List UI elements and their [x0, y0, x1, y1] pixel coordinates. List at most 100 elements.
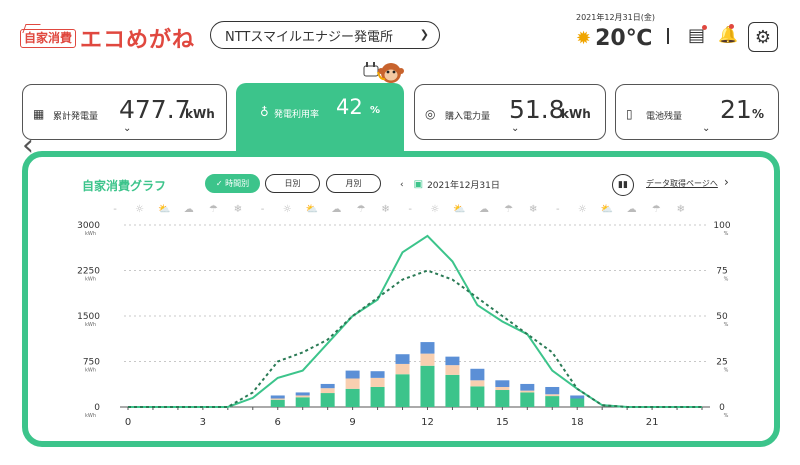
y-right-tick-label: 0: [719, 403, 725, 413]
chevron-left-icon[interactable]: ‹: [22, 128, 34, 163]
bar-segment: [320, 393, 335, 407]
dash-icon: -: [408, 204, 412, 215]
tab-monthly[interactable]: 月別: [326, 174, 381, 193]
dash-icon: -: [555, 204, 560, 215]
y-left-tick-label: 1500: [77, 312, 100, 322]
bar-segment: [570, 398, 585, 407]
y-right-unit: %: [724, 368, 729, 374]
bar-segment: [270, 395, 285, 399]
y-left-tick-label: 2250: [77, 267, 100, 277]
y-left-tick-label: 3000: [77, 221, 100, 231]
bar-segment: [370, 377, 385, 387]
bell-icon[interactable]: 🔔: [718, 25, 738, 44]
card-purchase[interactable]: ◎ 購入電力量 51.8 kWh ⌄: [414, 84, 606, 140]
y-right-tick-label: 100: [713, 221, 730, 231]
card-battery[interactable]: ▯ 電池残量 21 % ⌄: [615, 84, 779, 140]
bar-segment: [545, 394, 560, 397]
sun-icon: ☼: [135, 204, 145, 215]
card-battery-unit: %: [752, 107, 765, 121]
bar-segment: [345, 388, 360, 407]
snow-icon: ❄: [233, 204, 243, 215]
card-battery-value: 21: [720, 95, 752, 124]
partly-cloudy-icon: ⛅: [600, 204, 614, 215]
calendar-icon[interactable]: ▣: [413, 179, 424, 190]
sun-icon: ☼: [282, 204, 292, 215]
mascot-illustration: [363, 62, 404, 83]
y-right-tick-label: 75: [716, 267, 727, 277]
y-left-unit: kWh: [85, 413, 96, 419]
tab-daily[interactable]: 日別: [265, 174, 320, 193]
cloud-icon: ☁: [331, 204, 342, 215]
tab-hourly[interactable]: ✓ 時間別: [205, 174, 260, 193]
cloud-icon: ☁: [183, 204, 194, 215]
notification-dot: [729, 24, 734, 29]
data-page-link[interactable]: データ取得ページへ: [646, 179, 718, 188]
card-battery-label: 電池残量: [646, 112, 683, 122]
weather-forecast-row: - ☼ ⛅ ☁ ☂ ❄ - ☼ ⛅ ☁ ☂ ❄ - ☼ ⛅ ☁ ☂ ❄ - ☼ ⛅ ☁ ☂ ❄: [108, 204, 698, 218]
settings-button[interactable]: ⚙: [748, 22, 778, 52]
sun-icon: ☼: [430, 204, 440, 215]
bar-segment: [520, 383, 535, 391]
chart-panel: 自家消費グラフ ✓ 時間別 日別 月別 ‹ ▣ 2021年12月31日 ▮▮ デ…: [22, 151, 780, 447]
sun-icon: ☼: [577, 204, 587, 215]
bar-segment: [495, 390, 510, 407]
bar-segment: [270, 399, 285, 407]
snow-icon: ❄: [381, 204, 390, 215]
bar-segment: [320, 383, 335, 389]
card-generation-value: 477.7: [119, 95, 191, 124]
y-left-unit: kWh: [85, 231, 96, 237]
x-tick-label: 0: [125, 417, 131, 428]
bar-segment: [295, 397, 310, 407]
line-series-solid: [128, 234, 702, 408]
sun-icon: ✹: [576, 28, 592, 49]
y-left-unit: kWh: [85, 368, 96, 374]
bar-segment: [545, 396, 560, 407]
coins-icon: ◎: [425, 107, 436, 121]
bar-segment: [495, 386, 510, 391]
card-utilization-value: 42: [336, 95, 363, 119]
meter-icon[interactable]: ▤: [688, 25, 706, 46]
snow-icon: ❄: [676, 204, 685, 215]
umbrella-icon: ☂: [504, 204, 514, 215]
bar-segment: [520, 392, 535, 407]
bar-segment: [370, 386, 385, 407]
y-left-unit: kWh: [85, 322, 96, 328]
chevron-right-icon[interactable]: ›: [724, 175, 729, 189]
header-divider: [667, 28, 669, 44]
card-generation[interactable]: ▦ 累計発電量 477.7 kWh ⌄: [22, 84, 227, 140]
bar-segment: [345, 378, 360, 389]
y-right-unit: %: [724, 277, 729, 283]
lightbulb-icon: ♁: [260, 105, 269, 119]
bar-segment: [295, 395, 310, 398]
app-logo[interactable]: 自家消費 エコめがね: [20, 22, 195, 54]
selected-date[interactable]: 2021年12月31日: [427, 181, 500, 191]
temperature: 20℃: [595, 26, 653, 51]
bar-segment: [395, 363, 410, 375]
bar-chart-icon[interactable]: ▮▮: [612, 174, 634, 196]
battery-icon: ▯: [626, 107, 633, 121]
plant-select-value: NTTスマイルエナジー発電所: [225, 29, 393, 45]
partly-cloudy-icon: ⛅: [305, 204, 319, 215]
bar-segment: [395, 374, 410, 407]
card-purchase-unit: kWh: [561, 107, 591, 121]
bar-segment: [420, 342, 435, 354]
chevron-down-icon: ⌄: [702, 123, 711, 134]
bar-segment: [370, 371, 385, 378]
card-utilization[interactable]: ♁ 発電利用率 42 %: [236, 83, 404, 153]
bar-segment: [395, 354, 410, 364]
partly-cloudy-icon: ⛅: [453, 204, 466, 215]
header-date: 2021年12月31日(金): [576, 13, 655, 22]
solar-panel-icon: ▦: [33, 107, 45, 121]
chart-svg: 0kWh0%750kWh25%1500kWh50%2250kWh75%3000k…: [77, 221, 731, 428]
bar-segment: [470, 380, 485, 387]
snow-icon: ❄: [528, 204, 538, 215]
prev-date-button[interactable]: ‹: [400, 179, 404, 190]
bar-segment: [545, 386, 560, 395]
gear-icon: ⚙: [754, 26, 772, 48]
line-series-dotted: [128, 269, 702, 408]
logo-box-text: 自家消費: [20, 28, 77, 48]
plant-select[interactable]: NTTスマイルエナジー発電所 ❯: [210, 21, 440, 49]
bar-segment: [445, 356, 460, 366]
chevron-down-icon: ⌄: [123, 123, 132, 134]
bar-segment: [295, 392, 310, 396]
